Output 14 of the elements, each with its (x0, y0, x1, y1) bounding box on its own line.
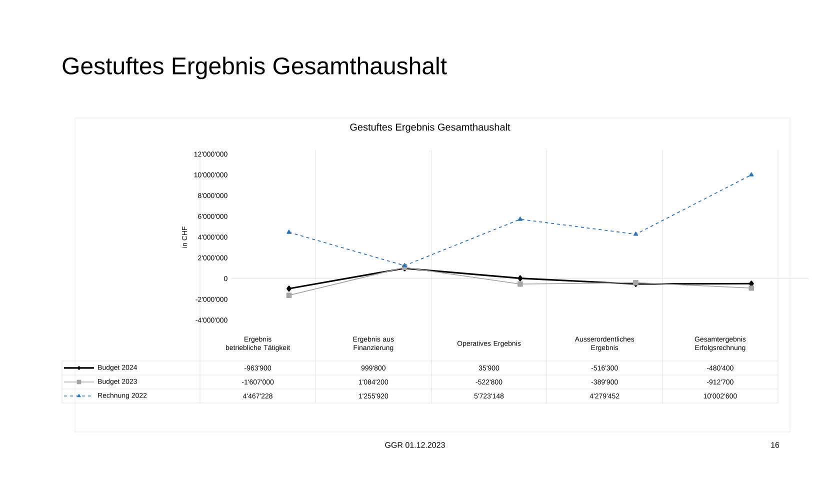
text: 16 (771, 442, 780, 448)
chart-title: Gestuftes Ergebnis Gesamthaushalt (62, 56, 447, 80)
point (518, 216, 523, 221)
chart-subtitle: Gestuftes Ergebnis Gesamthaushalt (350, 123, 510, 133)
point (286, 292, 292, 298)
point (518, 275, 523, 282)
point (633, 232, 638, 236)
text: GGR 01.12.2023 (385, 442, 445, 448)
point (286, 230, 292, 234)
point (518, 281, 523, 287)
point (749, 172, 754, 176)
point (402, 262, 407, 268)
point (286, 286, 292, 292)
point (748, 285, 754, 291)
